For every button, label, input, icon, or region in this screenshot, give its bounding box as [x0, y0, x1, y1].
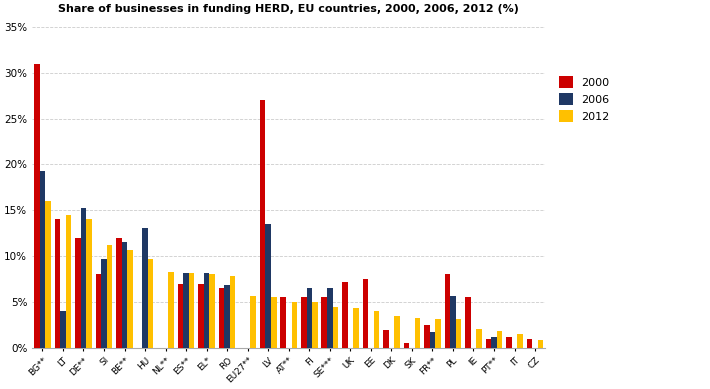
Title: Share of businesses in funding HERD, EU countries, 2000, 2006, 2012 (%): Share of businesses in funding HERD, EU … — [58, 4, 519, 14]
Bar — [266, 224, 271, 348]
Bar — [506, 337, 512, 348]
Bar — [538, 340, 543, 348]
Bar — [465, 298, 471, 348]
Bar — [34, 63, 40, 348]
Bar — [142, 228, 148, 348]
Bar — [456, 319, 462, 348]
Bar — [403, 343, 409, 348]
Bar — [486, 339, 491, 348]
Bar — [106, 245, 112, 348]
Bar — [518, 334, 523, 348]
Bar — [127, 250, 133, 348]
Bar — [55, 219, 60, 348]
Bar — [307, 288, 312, 348]
Bar — [116, 238, 121, 348]
Bar — [327, 288, 332, 348]
Bar — [86, 219, 92, 348]
Bar — [383, 329, 388, 348]
Bar — [81, 209, 86, 348]
Bar — [271, 298, 276, 348]
Bar — [450, 296, 456, 348]
Bar — [189, 273, 195, 348]
Bar — [491, 337, 497, 348]
Bar — [353, 308, 359, 348]
Bar — [476, 329, 482, 348]
Bar — [527, 339, 532, 348]
Bar — [219, 288, 224, 348]
Bar — [148, 259, 153, 348]
Bar — [178, 284, 183, 348]
Bar — [280, 298, 286, 348]
Bar — [394, 316, 400, 348]
Bar — [312, 302, 317, 348]
Bar — [332, 307, 338, 348]
Bar — [497, 331, 503, 348]
Bar — [121, 242, 127, 348]
Bar — [415, 317, 420, 348]
Bar — [424, 325, 430, 348]
Bar — [435, 319, 441, 348]
Bar — [209, 275, 215, 348]
Bar — [75, 238, 81, 348]
Legend: 2000, 2006, 2012: 2000, 2006, 2012 — [556, 73, 613, 125]
Bar — [444, 275, 450, 348]
Bar — [204, 273, 209, 348]
Bar — [430, 332, 435, 348]
Bar — [40, 171, 45, 348]
Bar — [301, 298, 307, 348]
Bar — [168, 272, 174, 348]
Bar — [102, 259, 106, 348]
Bar — [96, 275, 102, 348]
Bar — [45, 201, 50, 348]
Bar — [322, 298, 327, 348]
Bar — [224, 285, 230, 348]
Bar — [251, 296, 256, 348]
Bar — [363, 279, 368, 348]
Bar — [66, 215, 71, 348]
Bar — [292, 302, 297, 348]
Bar — [373, 311, 379, 348]
Bar — [342, 282, 348, 348]
Bar — [198, 284, 204, 348]
Bar — [260, 100, 266, 348]
Bar — [230, 276, 236, 348]
Bar — [183, 273, 189, 348]
Bar — [60, 311, 66, 348]
